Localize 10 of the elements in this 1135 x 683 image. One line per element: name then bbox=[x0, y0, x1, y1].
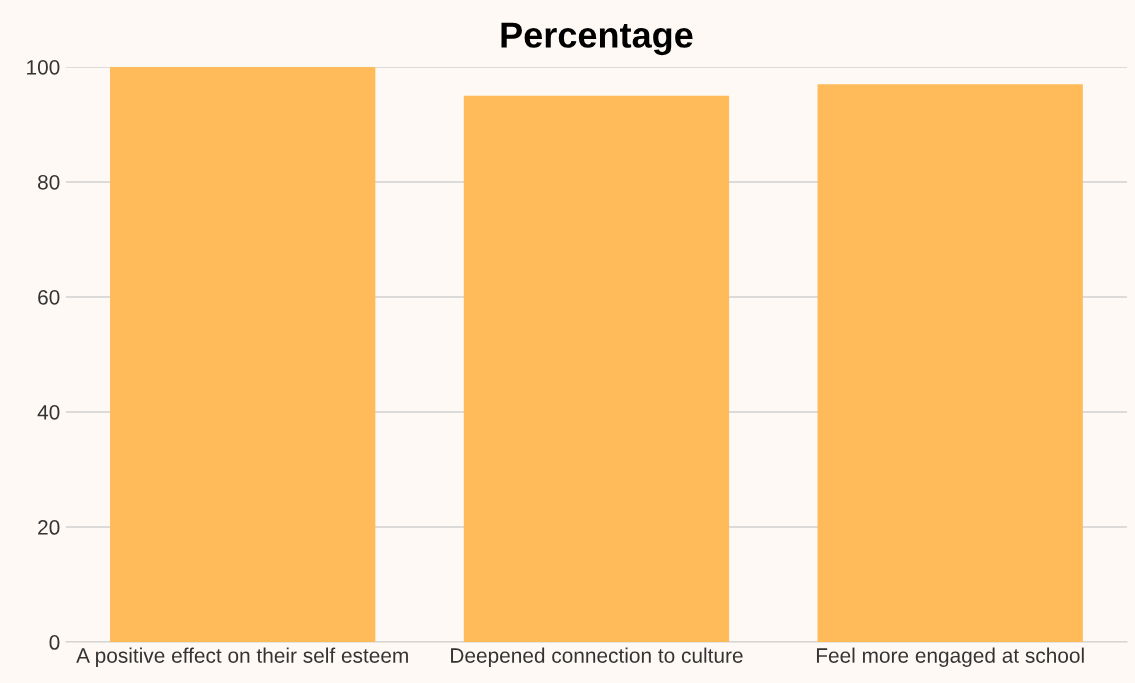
y-tick-label: 100 bbox=[27, 59, 60, 75]
y-tick-label: 20 bbox=[38, 520, 60, 535]
y-tick-label: 40 bbox=[37, 404, 60, 420]
x-tick-label: A positive effect on their self esteem bbox=[76, 647, 408, 667]
chart-title: Percentage bbox=[501, 22, 693, 56]
y-tick-label: 80 bbox=[38, 174, 60, 190]
x-tick-label: Feel more engaged at school bbox=[816, 647, 1084, 667]
x-tick-label: Deepened connection to culture bbox=[451, 647, 743, 667]
y-tick-label: 60 bbox=[38, 289, 60, 305]
y-tick-label: 0 bbox=[49, 635, 60, 650]
